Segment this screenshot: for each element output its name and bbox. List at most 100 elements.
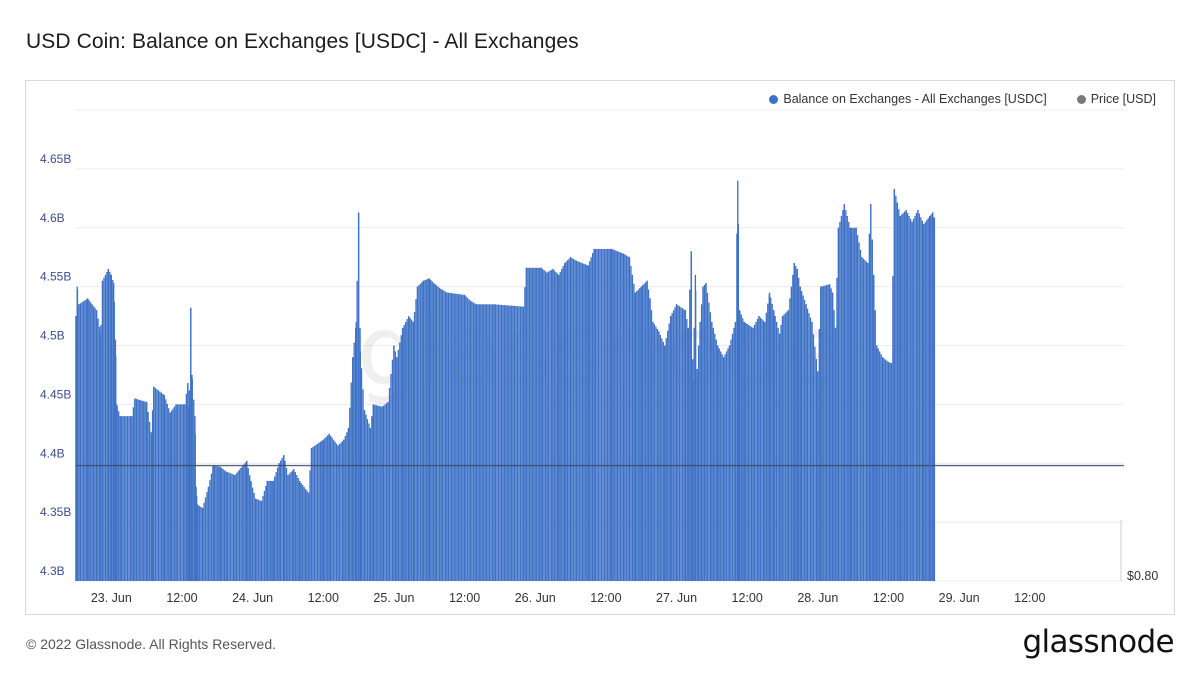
data-bar (157, 390, 160, 581)
data-bar (730, 339, 732, 581)
data-bar (586, 264, 588, 581)
data-bar (675, 304, 678, 581)
data-bar (674, 307, 676, 581)
data-bar (143, 401, 145, 581)
data-bar (328, 433, 330, 581)
data-bar (128, 416, 130, 581)
data-bar (752, 327, 754, 581)
data-bar (171, 410, 173, 581)
data-bar (596, 248, 598, 581)
data-bar (486, 304, 488, 581)
data-bar (276, 467, 279, 581)
data-bar (438, 287, 441, 581)
data-bar (758, 316, 760, 581)
x-tick-label: 12:00 (873, 591, 904, 605)
x-tick-label: 27. Jun (656, 591, 697, 605)
data-bar (846, 215, 848, 581)
data-bar (366, 419, 369, 581)
data-bar (325, 436, 327, 581)
data-bar (431, 281, 433, 581)
data-bar (106, 271, 108, 581)
data-bar (126, 416, 129, 581)
data-bar (490, 304, 492, 581)
data-bar (334, 441, 336, 581)
data-bar (159, 391, 161, 581)
data-bar (773, 310, 775, 581)
data-bar (209, 480, 211, 581)
data-bar (706, 292, 709, 581)
data-bar (352, 357, 354, 581)
data-bar (814, 346, 816, 581)
data-bar (515, 306, 517, 581)
data-bar (880, 354, 882, 581)
data-bar (327, 435, 329, 581)
data-bar (263, 490, 266, 581)
data-bar (809, 317, 812, 581)
data-bar (304, 489, 307, 581)
data-bar (686, 319, 688, 581)
data-bar (905, 210, 907, 581)
data-bar (103, 277, 105, 581)
glassnode-logo: glassnode (1022, 624, 1174, 660)
data-bar (502, 304, 504, 581)
data-bar (855, 227, 857, 581)
data-bar (419, 283, 422, 581)
data-bar (455, 293, 457, 581)
data-bar (84, 300, 86, 581)
data-bar (931, 212, 934, 581)
data-bar (173, 406, 176, 581)
data-bar (702, 286, 704, 581)
data-bar (503, 305, 505, 581)
y-tick-label: 4.35B (40, 505, 71, 519)
data-bar (343, 439, 345, 581)
data-bar (197, 505, 199, 581)
data-bar (243, 464, 245, 581)
data-bar (294, 472, 296, 581)
legend-item-balance[interactable]: Balance on Exchanges - All Exchanges [US… (769, 92, 1047, 106)
copyright-text: © 2022 Glassnode. All Rights Reserved. (26, 636, 277, 652)
data-bar (906, 213, 909, 581)
data-bar (509, 305, 511, 581)
data-bar (538, 267, 541, 581)
data-bar (630, 266, 632, 581)
data-bar (714, 333, 716, 581)
data-bar (862, 258, 865, 581)
data-bar (496, 304, 498, 581)
data-bar (337, 445, 339, 581)
data-bar (883, 358, 885, 581)
data-bar (904, 211, 906, 581)
data-bar (512, 305, 514, 581)
data-bar (605, 248, 607, 581)
data-bar (628, 257, 631, 581)
data-bar (590, 257, 592, 581)
data-bar (112, 280, 114, 581)
legend-item-price[interactable]: Price [USD] (1076, 92, 1156, 106)
data-bar (853, 227, 856, 581)
data-bar (693, 327, 695, 581)
data-bar (787, 310, 790, 581)
data-bar (923, 224, 925, 581)
data-bar (132, 407, 135, 581)
data-bar (653, 324, 656, 581)
data-bar (662, 341, 664, 581)
data-bar (712, 327, 714, 581)
data-bar (246, 460, 248, 581)
data-bar (384, 404, 386, 581)
data-bar (444, 291, 447, 581)
data-bar (664, 345, 666, 581)
data-bar (357, 212, 360, 581)
data-bar (131, 416, 133, 581)
data-bar (611, 248, 613, 581)
data-bar (390, 373, 392, 581)
data-bar (324, 438, 326, 581)
data-bar (104, 274, 107, 581)
data-bar (134, 398, 136, 581)
data-bar (572, 258, 575, 581)
data-bar (921, 220, 924, 581)
data-bar (331, 437, 333, 581)
data-bar (405, 321, 407, 581)
data-bar (316, 443, 319, 581)
data-bar (427, 278, 429, 581)
data-bar (241, 466, 243, 581)
data-bar (387, 402, 389, 581)
